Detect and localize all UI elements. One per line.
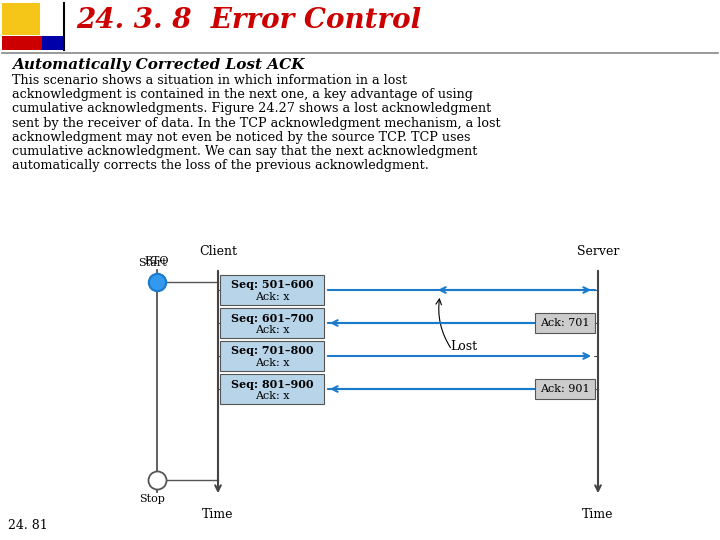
Text: sent by the receiver of data. In the TCP acknowledgment mechanism, a lost: sent by the receiver of data. In the TCP… — [12, 117, 500, 130]
FancyBboxPatch shape — [2, 36, 64, 50]
Text: 24. 81: 24. 81 — [8, 519, 48, 532]
Text: Start: Start — [138, 258, 166, 268]
Text: Ack: x: Ack: x — [255, 325, 289, 335]
FancyBboxPatch shape — [42, 36, 64, 50]
Text: automatically corrects the loss of the previous acknowledgment.: automatically corrects the loss of the p… — [12, 159, 429, 172]
Text: Client: Client — [199, 245, 237, 258]
Text: 24. 3. 8  Error Control: 24. 3. 8 Error Control — [76, 6, 421, 33]
Text: acknowledgment is contained in the next one, a key advantage of using: acknowledgment is contained in the next … — [12, 88, 473, 101]
Text: cumulative acknowledgments. Figure 24.27 shows a lost acknowledgment: cumulative acknowledgments. Figure 24.27… — [12, 103, 491, 116]
Text: acknowledgment may not even be noticed by the source TCP. TCP uses: acknowledgment may not even be noticed b… — [12, 131, 470, 144]
Text: Seq: 701–800: Seq: 701–800 — [230, 346, 313, 356]
Text: This scenario shows a situation in which information in a lost: This scenario shows a situation in which… — [12, 74, 407, 87]
FancyBboxPatch shape — [535, 313, 595, 333]
Text: Seq: 501–600: Seq: 501–600 — [230, 280, 313, 291]
FancyBboxPatch shape — [535, 379, 595, 399]
Text: Ack: x: Ack: x — [255, 391, 289, 401]
Text: Ack: 701: Ack: 701 — [540, 318, 590, 328]
Text: Lost: Lost — [450, 340, 477, 353]
FancyBboxPatch shape — [220, 374, 324, 404]
Text: Stop: Stop — [139, 494, 165, 504]
Text: Server: Server — [577, 245, 619, 258]
Text: Time: Time — [582, 508, 613, 521]
FancyBboxPatch shape — [2, 3, 40, 35]
Text: Ack: 901: Ack: 901 — [540, 384, 590, 394]
Text: Seq: 801–900: Seq: 801–900 — [230, 379, 313, 389]
Text: Automatically Corrected Lost ACK: Automatically Corrected Lost ACK — [12, 58, 305, 72]
Text: Ack: x: Ack: x — [255, 358, 289, 368]
FancyBboxPatch shape — [220, 341, 324, 371]
Text: Time: Time — [202, 508, 234, 521]
FancyBboxPatch shape — [220, 308, 324, 338]
FancyBboxPatch shape — [220, 275, 324, 305]
Text: cumulative acknowledgment. We can say that the next acknowledgment: cumulative acknowledgment. We can say th… — [12, 145, 477, 158]
Text: RTO: RTO — [145, 256, 169, 266]
Text: Seq: 601–700: Seq: 601–700 — [230, 313, 313, 323]
Text: Ack: x: Ack: x — [255, 292, 289, 302]
